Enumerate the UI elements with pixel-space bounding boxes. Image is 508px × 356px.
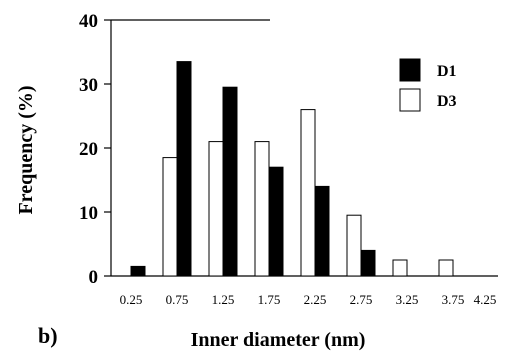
y-tick-label: 10: [79, 203, 98, 224]
bar-d3-2.75: [346, 214, 362, 277]
legend-swatch-d1: [399, 58, 421, 82]
legend-label-d3: D3: [437, 93, 457, 110]
x-tick-label: 3.25: [396, 292, 419, 307]
legend: D1 D3: [399, 58, 457, 112]
x-tick-label: 0.75: [166, 292, 189, 307]
x-tick-labels: 0.25 0.75 1.25 1.75 2.25 2.75 3.25 3.75 …: [120, 292, 497, 307]
bar-d1-0.75: [176, 61, 192, 277]
bar-d1-1.25: [222, 86, 238, 277]
x-tick-label: 3.75: [442, 292, 465, 307]
bar-d1-0.25: [130, 265, 146, 277]
x-tick-label: 1.25: [212, 292, 235, 307]
x-tick-label: 4.25: [474, 292, 497, 307]
bars-group: [130, 61, 454, 277]
bar-d3-3.75: [438, 259, 454, 277]
bar-d3-1.25: [208, 141, 224, 277]
panel-label: b): [38, 323, 58, 348]
y-ticks: 0 10 20 30 40: [79, 11, 111, 288]
x-tick-label: 1.75: [258, 292, 281, 307]
x-tick-label: 0.25: [120, 292, 143, 307]
y-axis-title: Frequency (%): [15, 85, 37, 214]
bar-d3-0.75: [162, 157, 178, 277]
y-tick-label: 20: [79, 139, 98, 160]
legend-label-d1: D1: [437, 63, 457, 80]
x-tick-label: 2.25: [304, 292, 327, 307]
bar-d3-3.25: [392, 259, 408, 277]
bar-d1-2.25: [314, 185, 330, 277]
bar-d1-2.75: [360, 249, 376, 277]
bar-d1-1.75: [268, 166, 284, 277]
y-tick-label: 0: [89, 267, 99, 288]
x-axis-title: Inner diameter (nm): [191, 329, 366, 351]
bar-d3-1.75: [254, 141, 270, 277]
bar-d3-2.25: [300, 109, 316, 277]
legend-swatch-d3: [399, 88, 421, 112]
y-tick-label: 40: [79, 11, 98, 32]
x-tick-label: 2.75: [350, 292, 373, 307]
y-tick-label: 30: [79, 75, 98, 96]
